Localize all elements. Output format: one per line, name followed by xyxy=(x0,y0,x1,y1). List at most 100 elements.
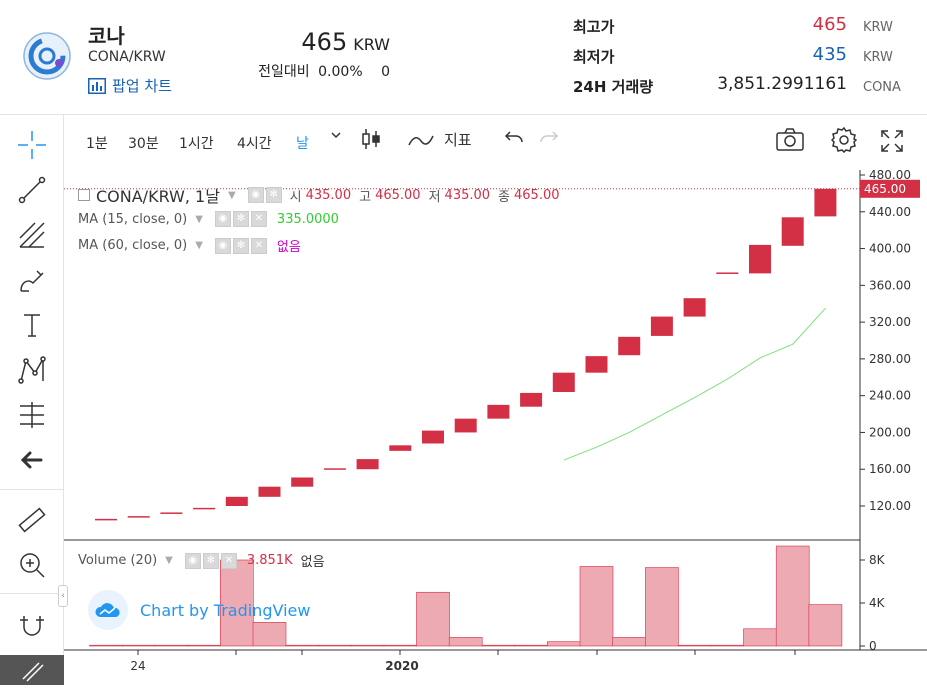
price-tick-label: 480.00 xyxy=(869,170,911,182)
watermark-text: Chart by TradingView xyxy=(140,600,311,620)
volume-bar xyxy=(808,604,843,647)
interval-button[interactable]: 4시간 xyxy=(237,136,272,152)
low-price-unit: KRW xyxy=(863,50,893,65)
chart-area[interactable]: 120.00 160.00 200.00 240.00 280.00 320.00 360.… xyxy=(64,170,927,685)
open-label: 시 xyxy=(289,189,302,205)
price-tick-label: 320.00 xyxy=(869,315,911,329)
gear-icon[interactable]: ✻ xyxy=(265,187,282,203)
low-value: 435.00 xyxy=(444,187,491,203)
zoom-in-icon xyxy=(20,553,45,578)
collapse-legend-icon[interactable] xyxy=(78,189,90,201)
text-icon xyxy=(24,314,40,337)
candle xyxy=(160,512,183,514)
fib-tool[interactable] xyxy=(14,217,50,253)
close-icon[interactable]: ✕ xyxy=(250,211,267,227)
candle xyxy=(389,445,412,451)
time-tick-label: 24 xyxy=(130,659,145,673)
pencil-lock-icon xyxy=(22,662,44,682)
candle xyxy=(356,459,379,470)
trend-line-tool[interactable] xyxy=(14,172,50,208)
crosshair-tool[interactable] xyxy=(14,127,50,163)
current-price-value: 465 xyxy=(301,28,348,56)
gear-icon xyxy=(830,126,858,154)
close-icon[interactable]: ✕ xyxy=(220,552,237,569)
fullscreen-button[interactable] xyxy=(880,129,904,157)
gear-icon[interactable]: ✻ xyxy=(202,552,219,569)
tradingview-watermark[interactable]: Chart by TradingView xyxy=(88,590,310,630)
ma15-line xyxy=(563,307,826,461)
indicators-button[interactable]: 지표 xyxy=(408,129,472,150)
volume-24h-label: 24H 거래량 xyxy=(573,78,654,96)
low-price-label: 최저가 xyxy=(573,48,615,66)
ma60-dropdown-icon[interactable]: ▼ xyxy=(195,240,203,251)
interval-button[interactable]: 30분 xyxy=(128,136,159,152)
candle xyxy=(454,418,477,433)
high-price-unit: KRW xyxy=(863,20,893,35)
change-absolute: 0 xyxy=(381,64,390,80)
volume-bar xyxy=(154,644,189,647)
prediction-tool[interactable] xyxy=(14,397,50,433)
last-price-label: 465.00 xyxy=(864,182,906,196)
indicators-label: 지표 xyxy=(444,131,472,149)
volume-bar xyxy=(383,644,418,647)
ma15-dropdown-icon[interactable]: ▼ xyxy=(195,213,203,225)
collapse-toolbar-button[interactable]: ‹ xyxy=(58,585,68,607)
interval-button[interactable]: 날 xyxy=(296,136,309,152)
chart-toolbar: 1분 30분 1시간 4시간 날 지표 xyxy=(64,115,927,170)
volume-bar xyxy=(677,644,712,647)
high-label: 고 xyxy=(359,189,372,205)
candle xyxy=(323,468,346,470)
back-tool[interactable] xyxy=(14,442,50,478)
price-tick-label: 120.00 xyxy=(869,499,911,513)
volume-bar xyxy=(121,644,156,647)
volume-dropdown-icon[interactable]: ▼ xyxy=(165,555,173,566)
interval-button[interactable]: 1시간 xyxy=(179,136,214,152)
volume-bar xyxy=(350,644,385,647)
price-tick-label: 160.00 xyxy=(869,462,911,476)
price-tick-label: 360.00 xyxy=(869,278,911,292)
redo-button[interactable] xyxy=(539,129,559,151)
high-price-label: 최고가 xyxy=(573,18,615,36)
zoom-tool[interactable] xyxy=(14,547,50,583)
pattern-tool[interactable] xyxy=(14,352,50,388)
eye-icon[interactable]: ◉ xyxy=(184,552,201,569)
candle xyxy=(95,518,117,521)
legend-dropdown-icon[interactable]: ▼ xyxy=(227,189,236,201)
ma60-label: MA (60, close, 0) xyxy=(78,238,188,253)
price-chart[interactable]: 120.00 160.00 200.00 240.00 280.00 320.00 360.… xyxy=(64,170,927,685)
eye-icon[interactable]: ◉ xyxy=(247,187,264,203)
gear-icon[interactable]: ✻ xyxy=(232,237,249,254)
interval-dropdown[interactable] xyxy=(330,129,342,145)
settings-button[interactable] xyxy=(830,126,858,157)
volume-extra: 없음 xyxy=(300,555,325,570)
volume-24h-value: 3,851.2991161 xyxy=(717,74,847,94)
interval-button[interactable]: 1분 xyxy=(86,136,108,152)
volume-bar xyxy=(252,622,287,647)
candle xyxy=(225,496,248,506)
eye-icon[interactable]: ◉ xyxy=(214,237,231,254)
price-tick-label: 200.00 xyxy=(869,425,911,439)
ruler-tool[interactable] xyxy=(14,502,50,538)
candle xyxy=(749,244,771,274)
magnet-tool[interactable] xyxy=(14,607,50,643)
eye-icon[interactable]: ◉ xyxy=(214,211,231,227)
ma15-value: 335.0000 xyxy=(276,211,339,227)
price-tick-label: 280.00 xyxy=(869,352,911,366)
ruler-icon xyxy=(18,507,46,533)
volume-bar xyxy=(546,641,581,647)
text-tool[interactable] xyxy=(14,307,50,343)
candle xyxy=(487,404,510,419)
lock-tool[interactable] xyxy=(0,655,64,685)
volume-bar xyxy=(285,644,319,647)
volume-tick-label: 8K xyxy=(869,553,886,567)
pitchfork-icon xyxy=(19,222,45,248)
close-icon[interactable]: ✕ xyxy=(250,237,267,254)
brush-tool[interactable] xyxy=(14,262,50,298)
popup-chart-button[interactable]: 팝업 차트 xyxy=(88,75,172,96)
chart-type-button[interactable] xyxy=(360,127,382,155)
undo-button[interactable] xyxy=(504,129,524,151)
screenshot-button[interactable] xyxy=(776,127,804,157)
undo-icon xyxy=(504,131,523,143)
gear-icon[interactable]: ✻ xyxy=(232,211,249,227)
cloud-icon xyxy=(95,603,120,617)
